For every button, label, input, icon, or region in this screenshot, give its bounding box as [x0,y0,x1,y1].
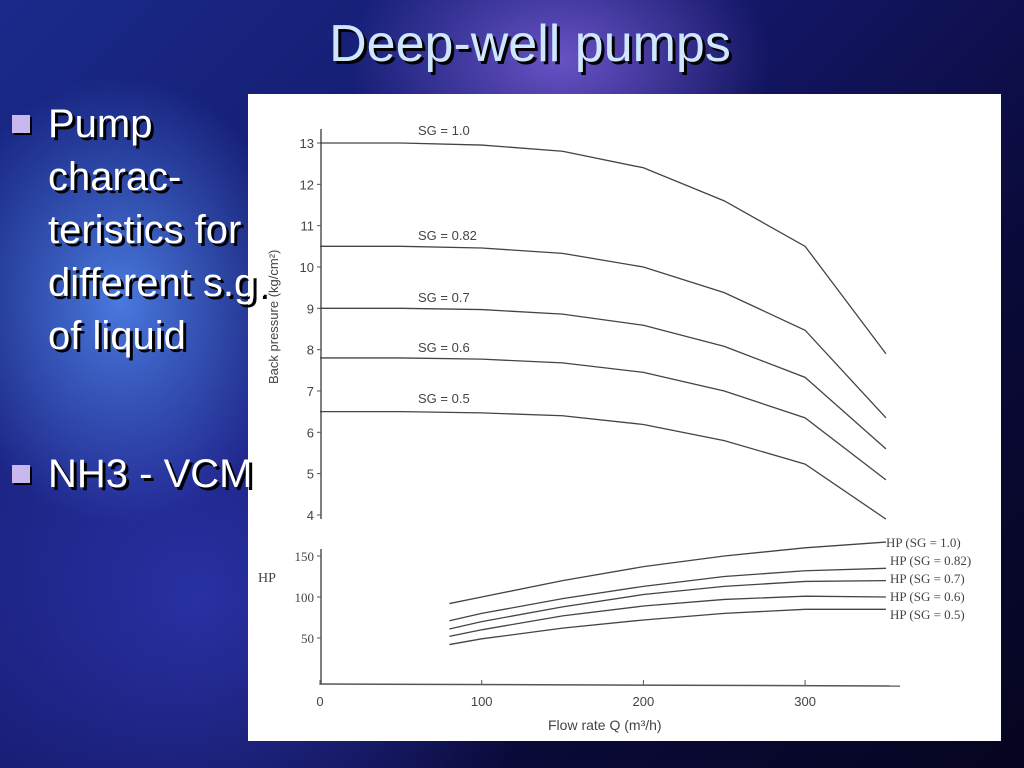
pressure-axis-label: Back pressure (kg/cm²) [266,250,281,384]
x-tick-label: 100 [471,694,493,709]
pressure-curve-label: SG = 1.0 [418,123,470,138]
pump-chart: Back pressure (kg/cm²) HP Flow rate Q (m… [248,94,1001,741]
bullet-text: NH3 - VCM [48,452,253,496]
hp-curve-label: HP (SG = 1.0) [886,535,961,550]
pressure-curve-SG-1-0 [320,142,887,355]
pressure-tick-label: 9 [307,301,314,316]
pressure-curve-SG-0-82 [320,245,887,419]
x-tick-label: 0 [316,694,323,709]
hp-tick-label: 100 [295,590,315,605]
hp-curve-HP-SG-1-0- [449,541,886,605]
pressure-curve-label: SG = 0.5 [418,391,470,406]
pressure-curve-label: SG = 0.6 [418,340,470,355]
pressure-curve-SG-0-5 [320,410,887,520]
pressure-tick-label: 6 [307,425,314,440]
hp-axis-label: HP [258,571,276,586]
hp-tick-label: 150 [295,549,315,564]
pressure-tick-label: 10 [300,260,314,275]
bullet-pump-characteristics: Pump charac- teristics for different s.g… [12,98,267,363]
pressure-tick-label: 7 [307,384,314,399]
pressure-curve-SG-0-6 [320,357,887,481]
x-tick-label: 200 [633,694,655,709]
pressure-tick-label: 11 [301,219,315,234]
x-axis [319,683,901,687]
pressure-tick-label: 4 [307,508,314,523]
pressure-curve-SG-0-7 [320,307,887,450]
slide-title: Deep-well pumps [329,15,731,73]
hp-curve-HP-SG-0-5- [449,608,886,646]
hp-curve-HP-SG-0-6- [449,595,886,637]
pump-chart-svg: Back pressure (kg/cm²) HP Flow rate Q (m… [258,123,971,733]
bullet-text: Pump charac- teristics for different s.g… [48,102,268,358]
square-bullet-icon [12,465,30,483]
pressure-tick-label: 8 [307,343,314,358]
hp-curve-label: HP (SG = 0.6) [890,589,965,604]
pressure-tick-label: 12 [300,177,314,192]
pressure-curve-label: SG = 0.82 [418,228,477,243]
hp-curve-HP-SG-0-7- [449,579,886,630]
hp-tick-label: 50 [301,631,314,646]
hp-curve-label: HP (SG = 0.82) [890,553,971,568]
hp-curve-label: HP (SG = 0.7) [890,571,965,586]
x-tick-label: 300 [794,694,816,709]
bullet-nh3-vcm: NH3 - VCM [12,448,252,501]
square-bullet-icon [12,115,30,133]
pressure-tick-label: 5 [307,467,314,482]
hp-curve-label: HP (SG = 0.5) [890,607,965,622]
x-axis-label: Flow rate Q (m³/h) [548,717,662,733]
hp-curve-HP-SG-0-82- [449,567,886,622]
pressure-tick-label: 13 [300,136,314,151]
pressure-curve-label: SG = 0.7 [418,290,470,305]
